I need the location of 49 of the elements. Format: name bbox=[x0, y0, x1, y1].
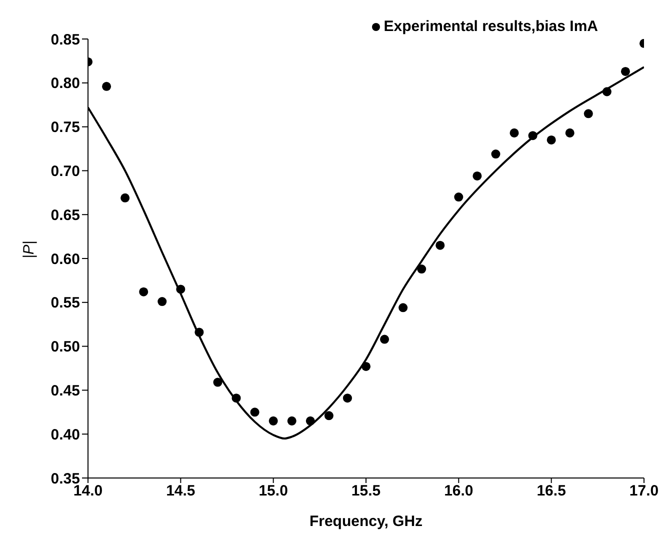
x-tick-label: 15.0 bbox=[258, 482, 288, 500]
point bbox=[510, 128, 519, 138]
point bbox=[342, 394, 352, 403]
point bbox=[306, 416, 315, 426]
y-tick-label: 0.40 bbox=[50, 426, 80, 444]
x-tick-label: 16.5 bbox=[536, 482, 566, 500]
x-tick-label: 14.5 bbox=[166, 482, 196, 500]
point bbox=[436, 240, 445, 250]
point bbox=[584, 109, 593, 118]
x-tick-label: 14.0 bbox=[73, 482, 103, 500]
point bbox=[287, 416, 296, 426]
point bbox=[528, 131, 538, 140]
point bbox=[565, 128, 574, 138]
point bbox=[324, 411, 334, 420]
x-tick-label: 16.0 bbox=[444, 482, 474, 500]
point bbox=[120, 193, 130, 202]
point bbox=[398, 303, 408, 312]
y-axis-title: |P| bbox=[20, 240, 38, 258]
y-tick-label: 0.85 bbox=[50, 31, 80, 48]
y-tick-label: 0.75 bbox=[50, 119, 80, 136]
point bbox=[491, 150, 500, 159]
point bbox=[380, 334, 390, 344]
point bbox=[268, 416, 278, 426]
legend-label: Experimental results,bias ImA bbox=[384, 18, 598, 35]
x-tick-label: 17.0 bbox=[629, 482, 659, 500]
point bbox=[250, 408, 260, 417]
y-tick-label: 0.55 bbox=[50, 294, 80, 312]
point bbox=[361, 362, 371, 371]
y-tick-label: 0.65 bbox=[50, 206, 80, 224]
point bbox=[620, 66, 630, 76]
point bbox=[194, 328, 204, 337]
y-tick-label: 0.70 bbox=[50, 163, 80, 180]
y-tick-label: 0.50 bbox=[50, 338, 80, 356]
point bbox=[454, 192, 464, 202]
point bbox=[232, 394, 241, 403]
y-tick-label: 0.60 bbox=[50, 250, 80, 268]
x-tick-label: 15.5 bbox=[351, 482, 381, 500]
point bbox=[417, 264, 426, 274]
point bbox=[546, 135, 556, 144]
point bbox=[176, 284, 186, 294]
point bbox=[158, 297, 167, 306]
y-tick-label: 0.80 bbox=[50, 75, 80, 92]
y-tick-label: 0.45 bbox=[50, 382, 80, 400]
point bbox=[139, 287, 148, 296]
point bbox=[102, 82, 112, 91]
x-axis-title: Frequency, GHz bbox=[309, 513, 423, 530]
point bbox=[213, 378, 222, 387]
point bbox=[602, 87, 612, 96]
point bbox=[472, 171, 482, 180]
